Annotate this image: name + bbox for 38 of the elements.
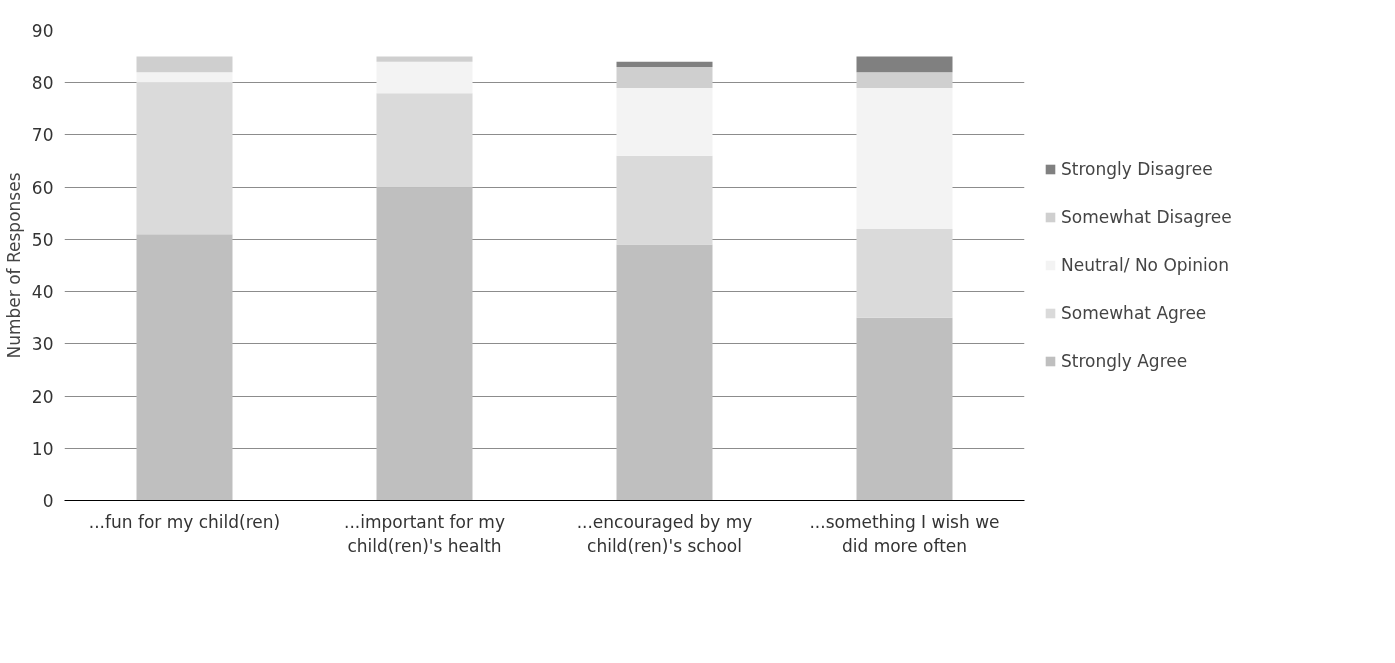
- bar: [376, 93, 473, 188]
- bar: [616, 67, 713, 88]
- bar: [136, 234, 233, 501]
- legend-label: Somewhat Disagree: [1061, 207, 1232, 227]
- bar: [856, 228, 953, 318]
- y-tick-label: 40: [31, 282, 54, 303]
- bar: [856, 56, 953, 73]
- y-tick-label: 60: [31, 177, 54, 198]
- y-tick-label: 20: [31, 386, 54, 407]
- y-tick-label: 10: [31, 438, 54, 459]
- bar: [376, 61, 473, 94]
- bar: [856, 87, 953, 229]
- bar: [376, 56, 473, 62]
- legend-label: Neutral/ No Opinion: [1061, 255, 1229, 275]
- y-tick-label: 90: [31, 21, 54, 41]
- y-tick-label: 50: [31, 229, 54, 250]
- bar: [616, 155, 713, 245]
- bar: [616, 61, 713, 68]
- bar: [136, 56, 233, 73]
- legend-label: Strongly Agree: [1061, 351, 1188, 371]
- bar: [856, 317, 953, 501]
- y-tick-label: 80: [31, 73, 54, 94]
- bar: [616, 87, 713, 156]
- y-tick-label: 0: [42, 491, 54, 511]
- bar: [616, 244, 713, 501]
- x-tick-label: ...something I wish we did more often: [809, 511, 1000, 556]
- x-tick-label: ...important for my child(ren)'s health: [344, 511, 506, 556]
- bar: [136, 82, 233, 235]
- legend-label: Strongly Disagree: [1061, 159, 1213, 179]
- y-axis-title: Number of Responses: [3, 172, 24, 359]
- y-tick-label: 70: [31, 125, 54, 146]
- bar: [376, 187, 473, 501]
- bar: [136, 72, 233, 83]
- bar: [856, 72, 953, 88]
- legend-label: Somewhat Agree: [1061, 303, 1207, 323]
- y-tick-label: 30: [31, 334, 54, 355]
- x-tick-label: ...encouraged by my child(ren)'s school: [576, 511, 753, 556]
- x-tick-label: ...fun for my child(ren): [88, 511, 281, 532]
